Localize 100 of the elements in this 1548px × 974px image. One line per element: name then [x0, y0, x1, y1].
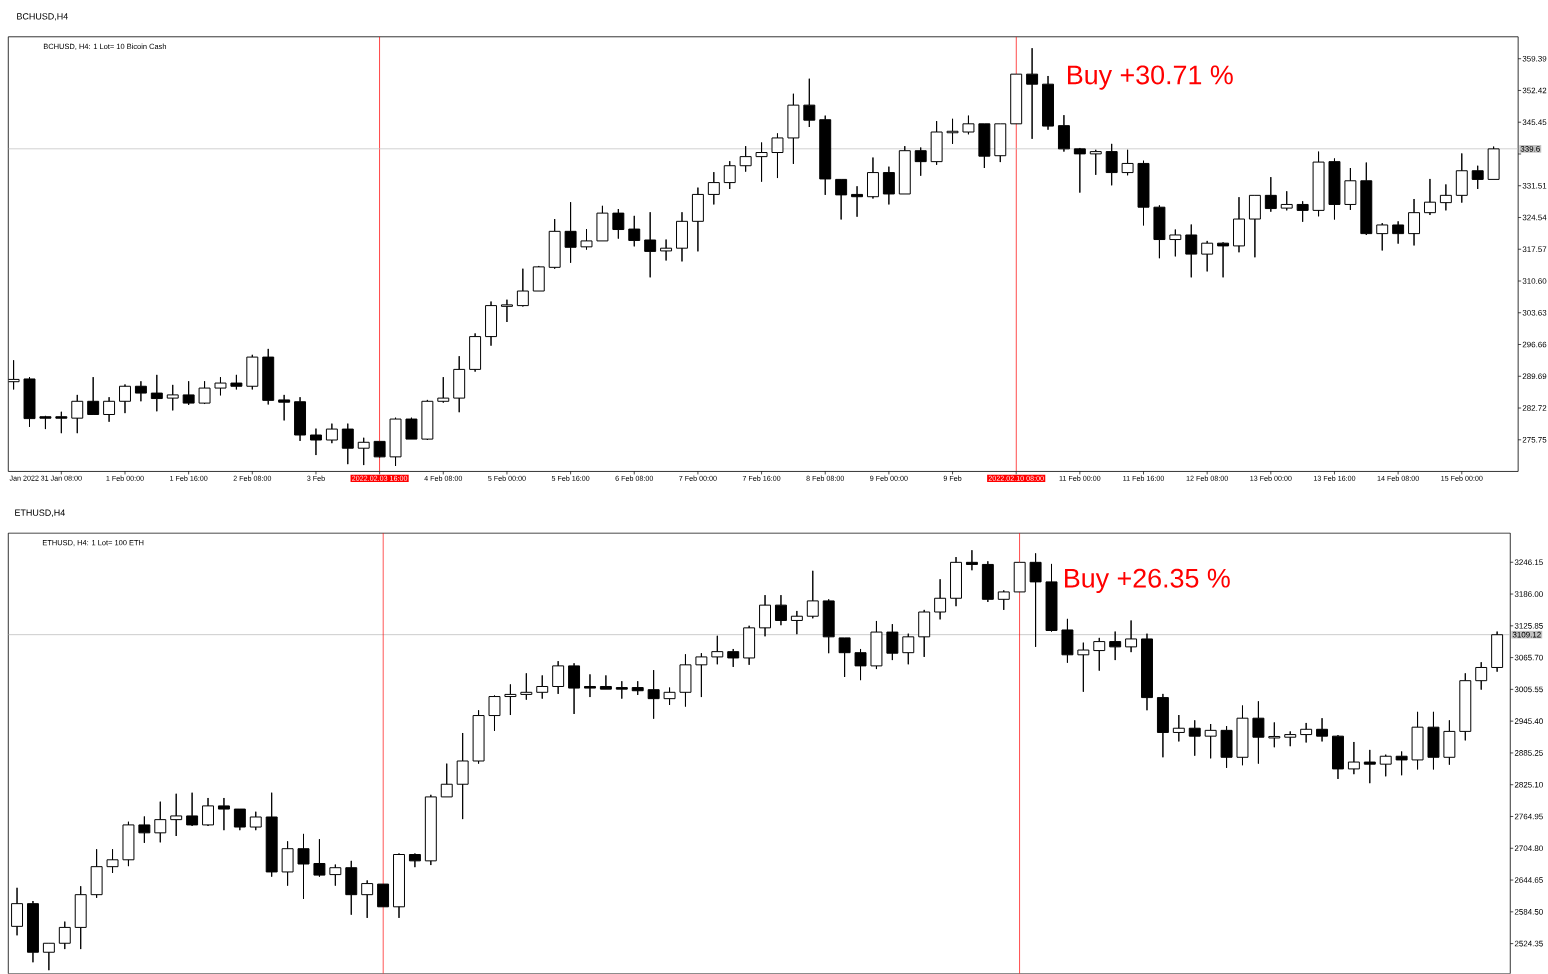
candlestick	[1029, 552, 1042, 648]
candlestick	[469, 333, 482, 373]
candlestick	[914, 147, 927, 177]
candlestick	[297, 833, 310, 900]
candlestick	[548, 218, 561, 270]
candlestick	[835, 179, 848, 221]
candlestick	[71, 394, 84, 434]
candlestick	[1316, 717, 1329, 743]
candlestick	[727, 648, 740, 668]
candlestick	[644, 211, 657, 278]
candlestick	[774, 594, 787, 626]
candlestick	[119, 384, 131, 414]
candlestick	[1236, 705, 1249, 766]
candlestick	[1137, 160, 1150, 227]
candlestick	[122, 821, 135, 867]
candlestick	[1248, 194, 1261, 258]
candlestick	[424, 794, 437, 866]
candlestick	[405, 417, 418, 440]
candlestick	[1125, 620, 1138, 653]
candlestick	[1217, 241, 1230, 278]
candlestick	[679, 653, 692, 708]
candlestick	[440, 763, 453, 798]
candlestick	[580, 228, 593, 251]
candlestick	[851, 185, 864, 218]
candlestick	[647, 669, 660, 720]
candlestick	[1109, 631, 1122, 661]
candlestick	[1172, 714, 1185, 743]
candlestick	[1300, 722, 1313, 744]
candlestick	[58, 921, 71, 950]
candlestick	[1411, 711, 1424, 771]
candlestick	[946, 118, 959, 145]
candlestick	[202, 797, 214, 827]
candlestick	[691, 187, 704, 253]
candlestick	[421, 399, 434, 441]
candlestick	[278, 394, 291, 422]
candlestick	[1427, 711, 1440, 771]
candlestick	[182, 380, 195, 406]
candlestick	[1141, 633, 1153, 711]
candlestick	[485, 301, 497, 347]
candlestick	[552, 660, 565, 695]
candlestick	[1284, 731, 1297, 747]
candlestick	[1423, 178, 1436, 216]
candlestick	[90, 848, 103, 899]
annotation: Buy +30.71 %	[1068, 65, 1233, 90]
candlestick	[134, 380, 147, 402]
candlestick	[822, 598, 835, 654]
candlestick	[453, 355, 466, 413]
candlestick	[1491, 631, 1504, 673]
candlestick	[26, 900, 39, 963]
candlestick	[1121, 149, 1134, 176]
candlestick	[854, 648, 867, 681]
candlestick	[1220, 725, 1233, 769]
candlestick	[281, 840, 294, 887]
candlestick	[596, 205, 609, 242]
candlestick	[408, 853, 421, 868]
candlestick	[934, 578, 947, 621]
candlestick	[516, 268, 529, 308]
candlestick	[233, 808, 246, 831]
candlestick	[8, 359, 20, 391]
candlestick	[723, 160, 736, 190]
candlestick	[39, 415, 52, 430]
annotation: Buy +26.35 %	[1065, 568, 1230, 594]
candlestick	[771, 133, 784, 179]
candlestick	[265, 792, 278, 878]
candlestick	[536, 675, 549, 700]
candlestick	[1188, 719, 1201, 757]
candlestick	[787, 93, 800, 165]
candlestick	[11, 887, 24, 936]
candlestick	[472, 709, 485, 765]
candlestick	[1026, 47, 1039, 140]
candlestick	[628, 215, 641, 247]
candlestick	[1439, 184, 1452, 212]
candlestick	[918, 609, 931, 658]
candlestick	[23, 376, 36, 428]
candlestick	[631, 680, 644, 696]
candlestick	[1280, 190, 1293, 212]
candlestick	[325, 423, 338, 444]
candlestick	[1093, 637, 1106, 672]
candlestick	[214, 376, 227, 396]
candlestick	[42, 942, 55, 971]
candlestick	[1475, 661, 1488, 691]
candlestick	[1201, 240, 1214, 273]
candlestick	[1233, 196, 1245, 253]
candlestick	[1328, 158, 1341, 221]
candlestick	[1264, 176, 1277, 213]
candlestick	[981, 560, 994, 603]
candlestick	[1073, 147, 1086, 194]
candlestick	[902, 633, 915, 665]
candlestick	[1363, 749, 1376, 784]
candlestick	[1471, 165, 1484, 190]
candlestick	[1153, 204, 1166, 259]
candlestick	[806, 570, 819, 619]
candlestick	[1347, 741, 1360, 775]
candlestick	[456, 732, 469, 820]
candlestick	[1185, 224, 1198, 278]
candlestick	[743, 625, 756, 666]
candlestick	[373, 441, 386, 458]
candlestick	[711, 635, 724, 665]
candlestick	[612, 208, 625, 240]
candlestick	[564, 201, 577, 264]
